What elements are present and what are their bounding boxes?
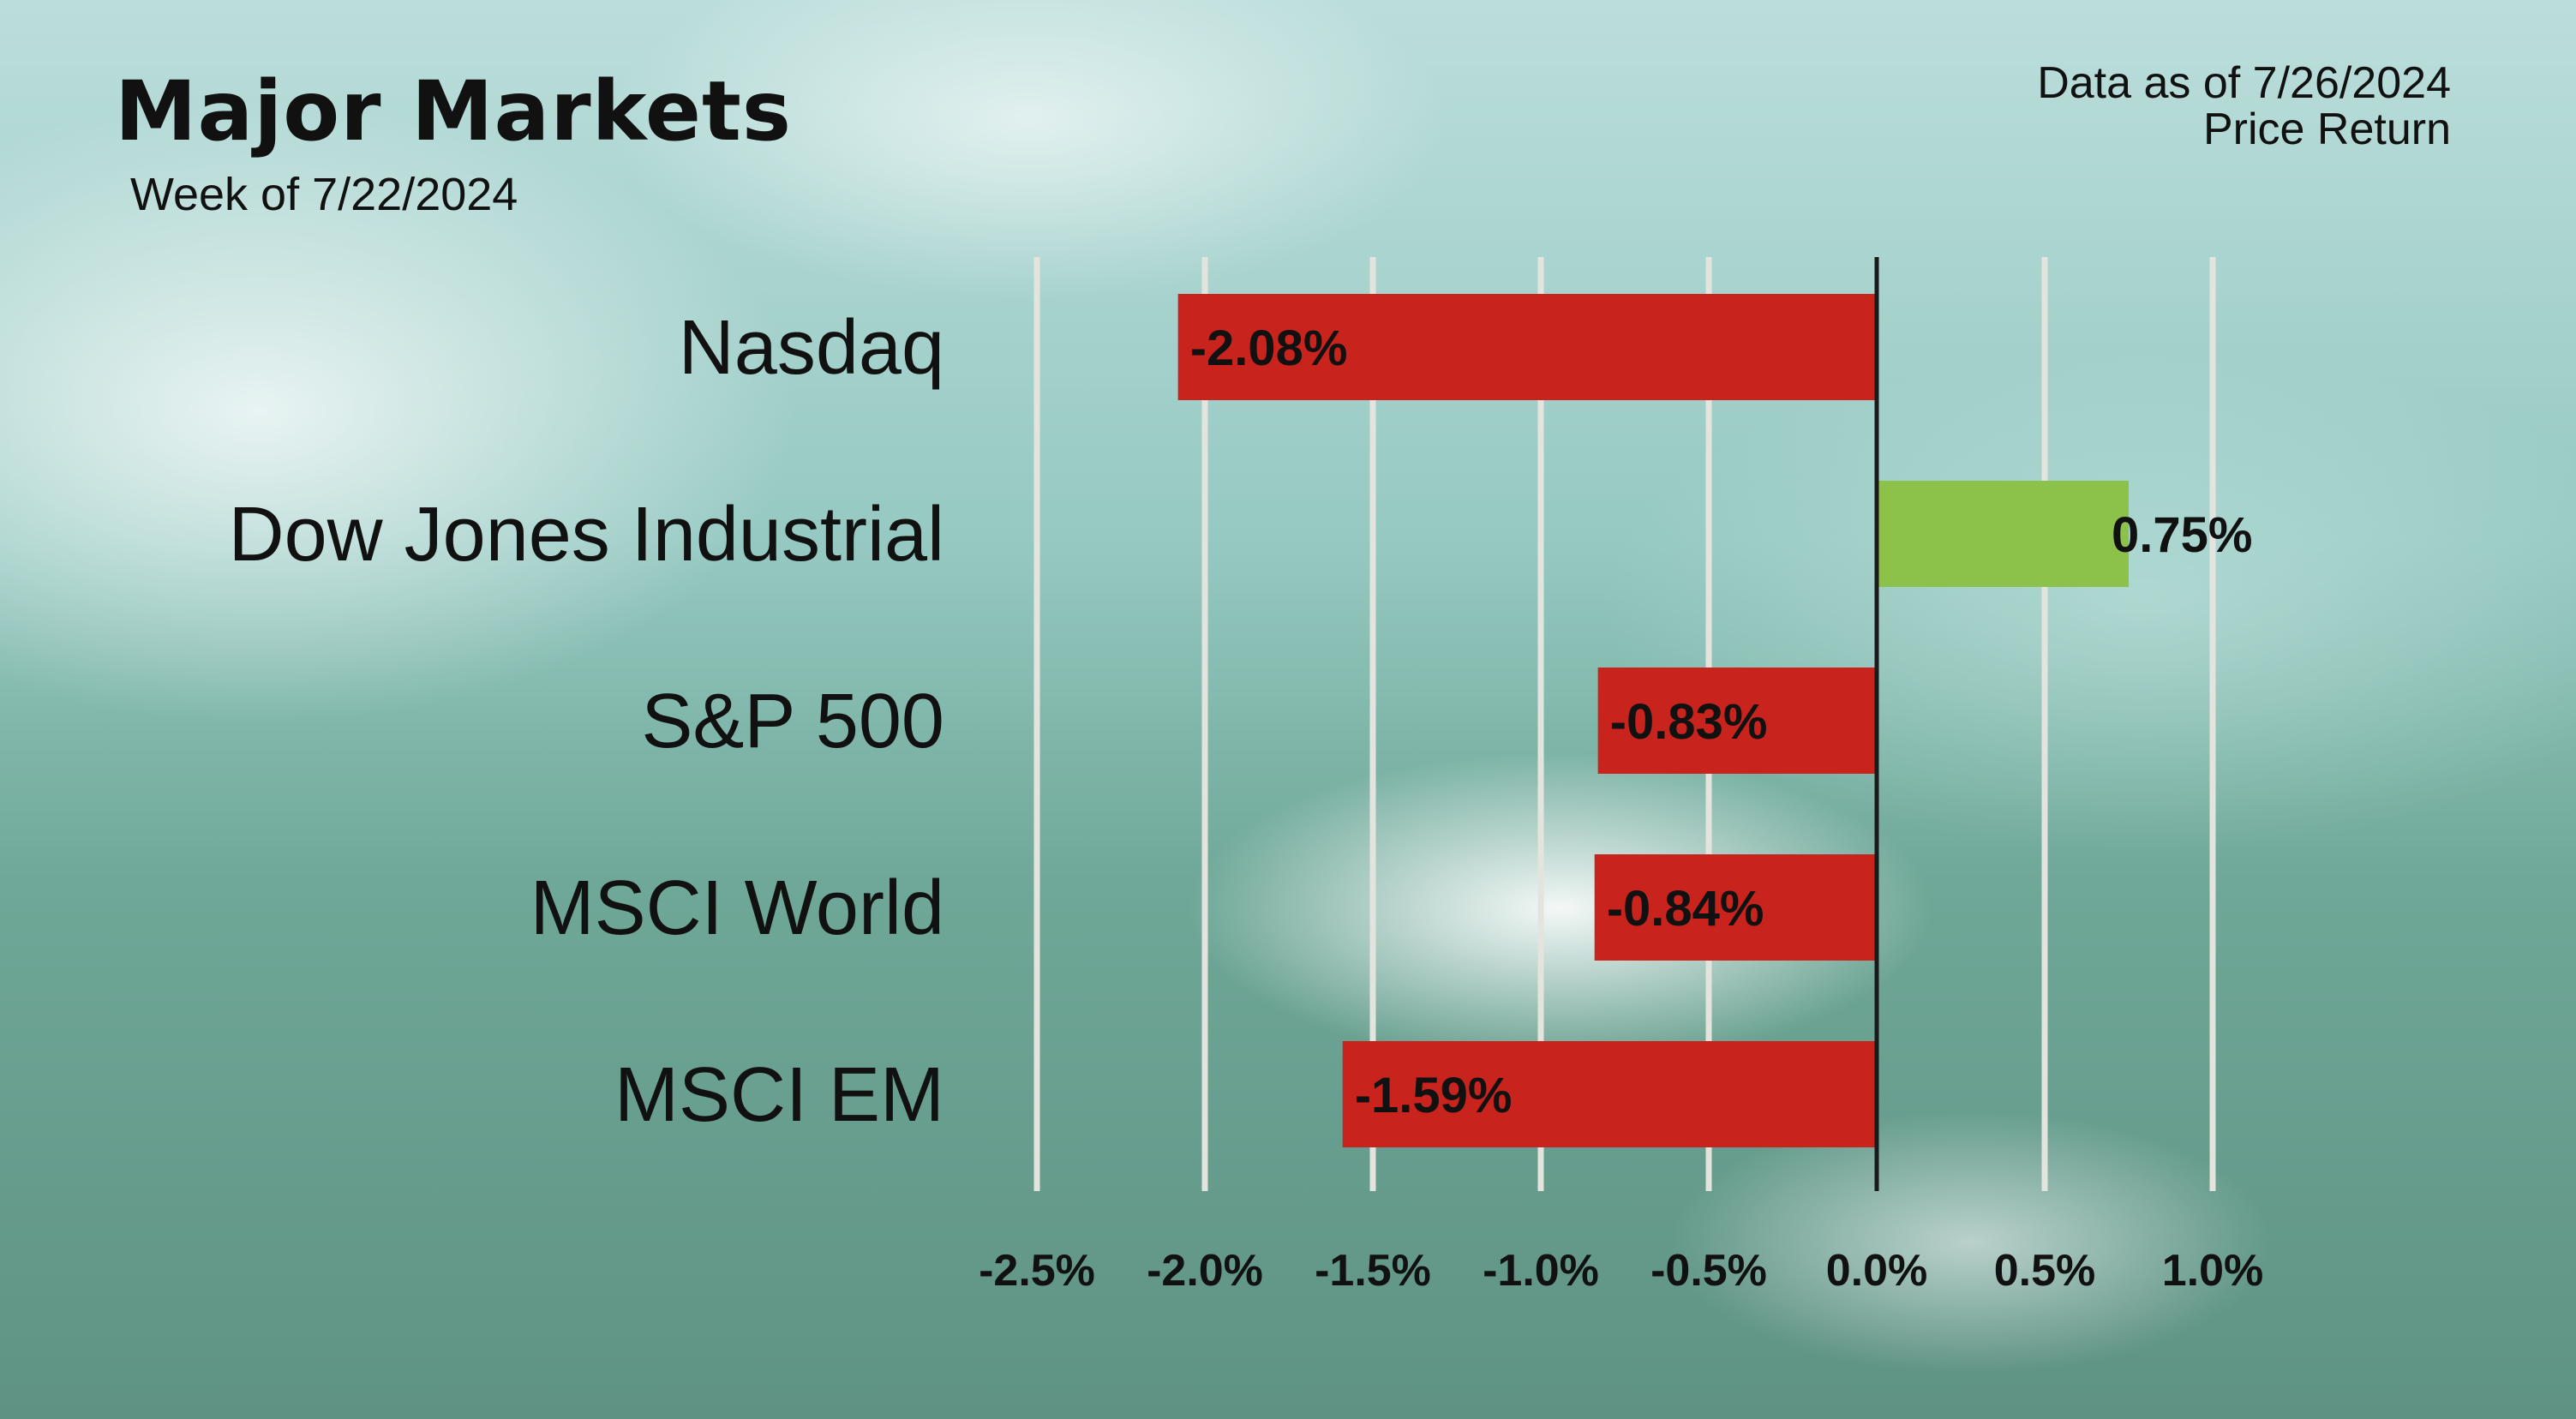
- x-tick-label-7: 1.0%: [2162, 1246, 2264, 1296]
- value-label-3: -0.84%: [1607, 881, 1764, 937]
- category-label-0: Nasdaq: [679, 305, 944, 391]
- data-info: Data as of 7/26/2024 Price Return: [2037, 60, 2451, 153]
- chart-subtitle: Week of 7/22/2024: [130, 169, 518, 220]
- data-as-of-label: Data as of 7/26/2024: [2037, 58, 2451, 108]
- category-label-1: Dow Jones Industrial: [229, 492, 944, 578]
- x-tick-label-6: 0.5%: [1994, 1246, 2096, 1296]
- x-tick-label-1: -2.0%: [1147, 1246, 1263, 1296]
- value-label-1: 0.75%: [2112, 507, 2252, 563]
- x-tick-label-2: -1.5%: [1315, 1246, 1431, 1296]
- value-label-0: -2.08%: [1190, 320, 1348, 376]
- bar-1: [1877, 481, 2129, 587]
- category-label-4: MSCI EM: [614, 1052, 944, 1138]
- x-tick-label-5: 0.0%: [1826, 1246, 1928, 1296]
- bar-2: [1597, 668, 1877, 774]
- value-label-2: -0.83%: [1610, 694, 1768, 750]
- bar-0: [1177, 294, 1877, 400]
- x-tick-label-4: -0.5%: [1650, 1246, 1767, 1296]
- value-label-4: -1.59%: [1355, 1068, 1513, 1123]
- category-label-3: MSCI World: [530, 865, 944, 951]
- bar-3: [1594, 854, 1877, 961]
- x-tick-label-3: -1.0%: [1483, 1246, 1599, 1296]
- x-tick-label-0: -2.5%: [979, 1246, 1095, 1296]
- category-label-2: S&P 500: [641, 679, 944, 764]
- chart-title: Major Markets: [115, 63, 792, 159]
- price-return-label: Price Return: [2203, 105, 2451, 154]
- bar-4: [1342, 1041, 1877, 1147]
